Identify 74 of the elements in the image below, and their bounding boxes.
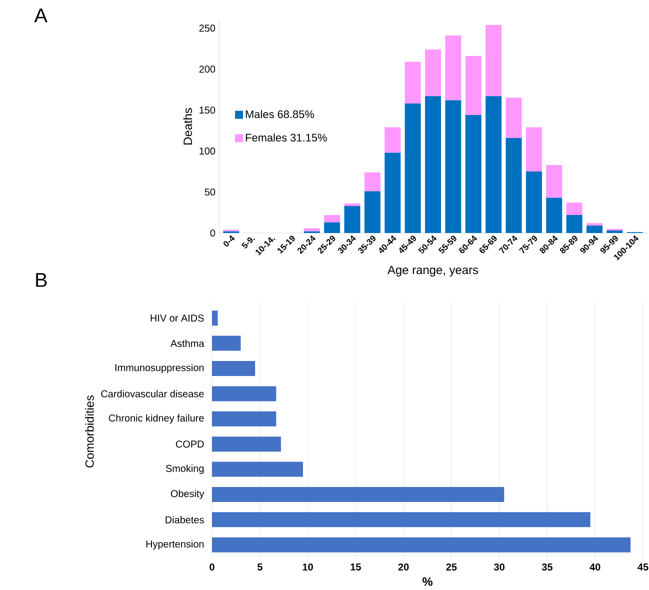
bar xyxy=(212,310,218,326)
bar xyxy=(445,36,462,100)
bar xyxy=(425,49,442,96)
x-tick-label: 45 xyxy=(638,564,648,570)
y-tick-label: 250 xyxy=(199,24,216,32)
y-tick-label: 100 xyxy=(200,148,216,155)
bar xyxy=(324,214,340,222)
text: B xyxy=(36,273,47,287)
bar xyxy=(212,462,303,477)
bar xyxy=(212,486,504,502)
bar xyxy=(546,164,562,198)
x-tick-label: 20 xyxy=(398,564,409,571)
y-tick-label: Immunosuppression xyxy=(115,364,204,374)
bar xyxy=(304,228,320,232)
bar xyxy=(546,198,562,233)
y-tick-label: COPD xyxy=(176,440,204,448)
bar xyxy=(212,537,631,552)
legend-label: Males 68.85% xyxy=(246,110,314,118)
x-tick-label: 25 xyxy=(446,564,457,571)
y-tick-label: 150 xyxy=(200,106,216,114)
bar xyxy=(526,127,542,172)
y-tick-label: Asthma xyxy=(170,340,204,347)
x-tick-label: 5-9. xyxy=(241,237,256,248)
x-tick-label: 35 xyxy=(542,564,552,571)
bar xyxy=(404,104,421,233)
x-tick-label: 0-4 xyxy=(224,235,235,246)
x-axis-title: Age range, years xyxy=(388,266,478,277)
bar xyxy=(212,361,256,376)
bar xyxy=(506,138,522,233)
bar xyxy=(212,436,281,452)
bar xyxy=(566,202,582,215)
bar xyxy=(324,222,340,233)
bar xyxy=(566,214,582,233)
bar xyxy=(586,223,603,226)
x-tick-label: 15 xyxy=(350,564,361,570)
x-tick-label: 10 xyxy=(302,564,313,571)
legend-label: Females 31.15% xyxy=(246,133,327,142)
bar xyxy=(344,203,360,206)
y-tick-label: Obesity xyxy=(170,490,204,500)
text: A xyxy=(34,8,48,22)
y-tick-label: 50 xyxy=(204,188,216,196)
y-axis-title: Deaths xyxy=(183,108,192,144)
y-axis-title: Comorbidities xyxy=(85,395,94,468)
bar xyxy=(384,152,401,233)
bar xyxy=(425,96,442,233)
bar xyxy=(212,512,590,528)
bar xyxy=(212,336,241,351)
bar xyxy=(465,56,482,116)
bar xyxy=(212,386,276,402)
bar xyxy=(486,24,502,96)
x-tick-label: 5 xyxy=(257,564,262,570)
bar xyxy=(364,172,380,192)
x-axis-title: % xyxy=(422,577,433,586)
bar xyxy=(465,115,482,233)
bar xyxy=(344,206,360,233)
y-tick-label: 0 xyxy=(210,229,216,237)
y-tick-label: Smoking xyxy=(166,464,204,474)
bar xyxy=(384,127,401,153)
bar xyxy=(486,96,502,233)
y-tick-label: Hypertension xyxy=(146,540,204,550)
y-tick-label: Diabetes xyxy=(166,516,204,524)
y-tick-label: 200 xyxy=(199,66,216,73)
x-tick-label: 40 xyxy=(590,564,600,571)
y-tick-label: HIV or AIDS xyxy=(150,314,204,322)
y-tick-label: Chronic kidney failure xyxy=(108,414,204,424)
bar xyxy=(586,226,603,233)
y-tick-label: Cardiovascular disease xyxy=(101,390,204,398)
bar xyxy=(445,100,462,233)
bar xyxy=(506,98,522,138)
x-tick-label: 30 xyxy=(494,564,504,571)
bar xyxy=(404,62,421,104)
bar xyxy=(212,411,276,426)
bar xyxy=(364,191,380,233)
bar xyxy=(526,172,542,233)
